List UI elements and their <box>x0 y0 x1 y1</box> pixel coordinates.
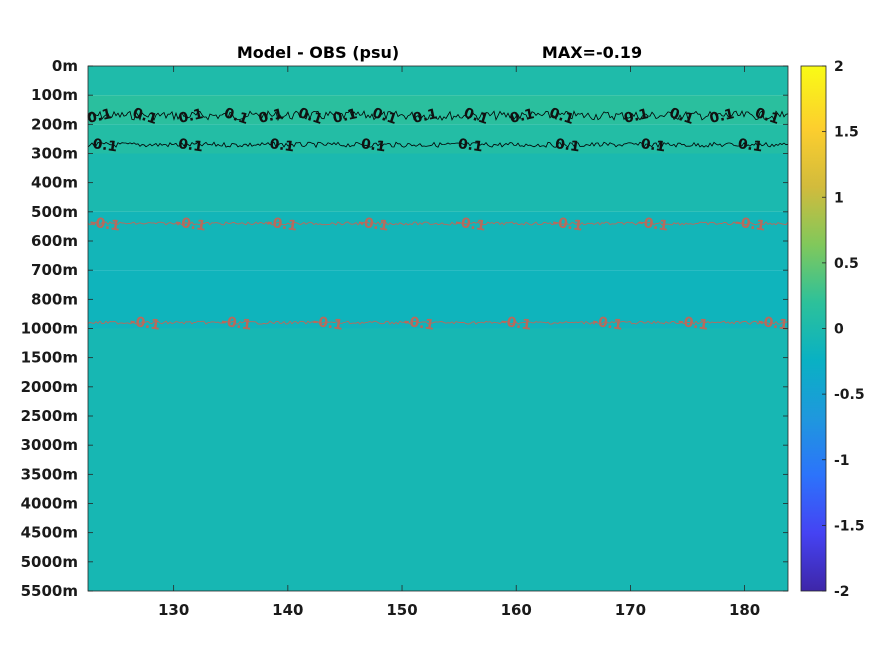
contour-label: 0.1 <box>623 106 651 127</box>
contour-label: -0.1 <box>591 314 624 334</box>
colorbar: 2 1.5 1 0.5 0 -0.5 -1 -1.5 -2 <box>800 59 865 600</box>
contour-label: 0.1 <box>331 106 359 127</box>
contour-label: 0.1 <box>92 136 119 155</box>
contour-label: 0.1 <box>667 105 696 128</box>
contour-label: 0.1 <box>257 106 285 127</box>
colorbar-tick-label: -1.5 <box>834 518 865 534</box>
field-band-2 <box>88 124 788 154</box>
contour-labels: 0.1 0.1 0.1 0.1 0.1 0.1 0.1 0.1 0.1 0.1 0.1 0.1 0.1 0… <box>86 105 789 334</box>
y-tick-label: 1500m <box>21 349 78 367</box>
colorbar-tick-label: 1.5 <box>834 125 859 141</box>
field-bands <box>88 66 788 591</box>
colorbar-tick-label: 2 <box>834 59 844 75</box>
contour-label: 0.1 <box>296 105 325 128</box>
x-tick-label: 180 <box>729 601 760 619</box>
x-tick-label: 140 <box>272 601 303 619</box>
colorbar-tick-label: -1 <box>834 453 850 469</box>
y-tick-label: 0m <box>52 57 78 75</box>
plot-area: 0.1 0.1 0.1 0.1 0.1 0.1 0.1 0.1 0.1 0.1 0.1 0.1 0.1 0… <box>86 65 789 592</box>
contour-label: 0.1 <box>640 136 667 155</box>
y-tick-label: 5000m <box>21 553 78 571</box>
x-axis: 130 140 150 160 170 180 <box>158 66 760 619</box>
colorbar-tick-label: 0.5 <box>834 256 859 272</box>
contour-label: -0.1 <box>757 314 790 334</box>
contour-label: -0.1 <box>311 314 344 334</box>
contour-label: 0.1 <box>86 106 114 127</box>
contour-label: 0.1 <box>737 136 764 155</box>
contour-label: 0.1 <box>269 136 296 155</box>
field-band-0 <box>88 66 788 96</box>
y-tick-label: 1000m <box>21 320 78 338</box>
colorbar-ticks: 2 1.5 1 0.5 0 -0.5 -1 -1.5 -2 <box>822 59 865 600</box>
contour-line-0 <box>88 110 788 122</box>
colorbar-tick-label: -0.5 <box>834 387 865 403</box>
chart-title: Model - OBS (psu) <box>237 43 399 62</box>
contour-label: 0.1 <box>177 136 204 155</box>
y-tick-label: 400m <box>31 174 78 192</box>
contour-label: -0.1 <box>677 314 710 334</box>
y-tick-label: 700m <box>31 261 78 279</box>
contour-label: -0.1 <box>454 214 487 234</box>
y-tick-label: 100m <box>31 86 78 104</box>
contour-label: 0.1 <box>222 105 251 128</box>
field-band-5 <box>88 270 788 329</box>
y-tick-label: 800m <box>31 290 78 308</box>
contour-label: -0.1 <box>174 214 207 234</box>
field-band-4 <box>88 211 788 271</box>
contour-label: 0.1 <box>457 136 484 155</box>
y-tick-label: 3000m <box>21 436 78 454</box>
y-tick-label: 3500m <box>21 465 78 483</box>
x-tick-label: 170 <box>615 601 646 619</box>
contour-label: 0.1 <box>462 105 491 128</box>
contour-label: 0.1 <box>177 106 205 127</box>
colorbar-gradient <box>800 65 827 592</box>
contour-line-2 <box>88 221 788 226</box>
contour-label: -0.1 <box>551 214 584 234</box>
contour-line-1 <box>88 141 788 149</box>
contour-label: 0.1 <box>411 106 439 127</box>
colorbar-tick-label: 0 <box>834 322 844 338</box>
contour-label: -0.1 <box>357 214 390 234</box>
y-tick-label: 2500m <box>21 407 78 425</box>
x-tick-label: 130 <box>158 601 189 619</box>
contour-label: 0.1 <box>547 105 576 128</box>
field-band-3 <box>88 153 788 212</box>
contour-label: 0.1 <box>753 105 782 128</box>
y-tick-label: 200m <box>31 115 78 133</box>
contour-label: -0.1 <box>129 314 162 334</box>
y-tick-label: 4500m <box>21 524 78 542</box>
contour-label: -0.1 <box>403 314 436 334</box>
contour-label: -0.1 <box>637 214 670 234</box>
x-tick-label: 160 <box>501 601 532 619</box>
colorbar-tick-label: -2 <box>834 584 850 600</box>
contour-label: -0.1 <box>500 314 533 334</box>
y-tick-label: 500m <box>31 203 78 221</box>
contour-label: -0.1 <box>734 214 767 234</box>
contour-label: 0.1 <box>554 136 581 155</box>
contour-label: -0.1 <box>89 214 122 234</box>
contour-line-3 <box>88 320 788 325</box>
y-tick-label: 4000m <box>21 495 78 513</box>
contour-label: 0.1 <box>360 136 387 155</box>
contour-label: -0.1 <box>266 214 299 234</box>
y-axis: 0m 100m 200m 300m 400m 500m 600m 700m 800m 1000m 1… <box>21 57 788 600</box>
contour-label: 0.1 <box>370 105 399 128</box>
y-tick-label: 5500m <box>21 582 78 600</box>
contour-label: 0.1 <box>708 106 736 127</box>
y-tick-label: 600m <box>31 232 78 250</box>
colorbar-tick-label: 1 <box>834 190 844 206</box>
y-tick-label: 300m <box>31 145 78 163</box>
y-tick-label: 2000m <box>21 378 78 396</box>
contour-label: 0.1 <box>131 105 160 128</box>
x-tick-label: 150 <box>386 601 417 619</box>
field-band-6 <box>88 328 788 591</box>
contour-label: -0.1 <box>220 314 253 334</box>
contour-label: 0.1 <box>508 106 536 127</box>
contour-lines <box>88 110 788 325</box>
max-annotation: MAX=-0.19 <box>542 43 642 62</box>
